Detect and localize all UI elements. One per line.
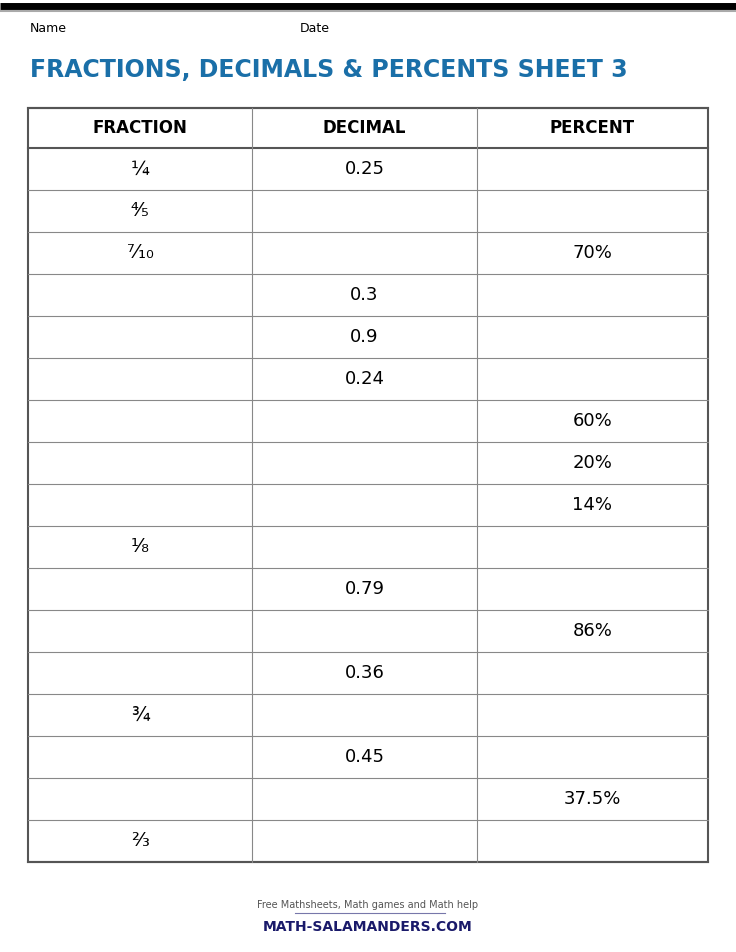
Text: ⁴⁄₅: ⁴⁄₅ — [131, 202, 149, 221]
Text: 0.9: 0.9 — [350, 328, 379, 346]
Text: FRACTIONS, DECIMALS & PERCENTS SHEET 3: FRACTIONS, DECIMALS & PERCENTS SHEET 3 — [30, 58, 628, 82]
Text: ⁷⁄₁₀: ⁷⁄₁₀ — [127, 244, 154, 263]
Text: 0.25: 0.25 — [344, 160, 385, 178]
Text: 0.79: 0.79 — [344, 580, 385, 598]
Text: 0.36: 0.36 — [344, 664, 384, 682]
Text: Name: Name — [30, 22, 67, 35]
Text: FRACTION: FRACTION — [93, 119, 188, 137]
Text: Free Mathsheets, Math games and Math help: Free Mathsheets, Math games and Math hel… — [258, 900, 478, 910]
Bar — [28, 108, 708, 862]
Text: 14%: 14% — [573, 496, 612, 514]
Text: 20%: 20% — [573, 454, 612, 472]
Text: 0.45: 0.45 — [344, 748, 385, 766]
Text: ¹⁄₈: ¹⁄₈ — [131, 538, 149, 557]
Text: DECIMAL: DECIMAL — [323, 119, 406, 137]
Text: 60%: 60% — [573, 412, 612, 430]
Text: 0.24: 0.24 — [344, 370, 385, 388]
Text: Date: Date — [300, 22, 330, 35]
Text: 0.3: 0.3 — [350, 286, 379, 304]
Text: ²⁄₃: ²⁄₃ — [131, 831, 149, 850]
Text: ¼: ¼ — [131, 160, 149, 179]
Text: 86%: 86% — [573, 622, 612, 640]
Text: 37.5%: 37.5% — [564, 790, 621, 808]
Text: 70%: 70% — [573, 244, 612, 262]
Text: ¾: ¾ — [131, 705, 149, 724]
Text: PERCENT: PERCENT — [550, 119, 635, 137]
Text: MATH-SALAMANDERS.COM: MATH-SALAMANDERS.COM — [263, 920, 473, 934]
